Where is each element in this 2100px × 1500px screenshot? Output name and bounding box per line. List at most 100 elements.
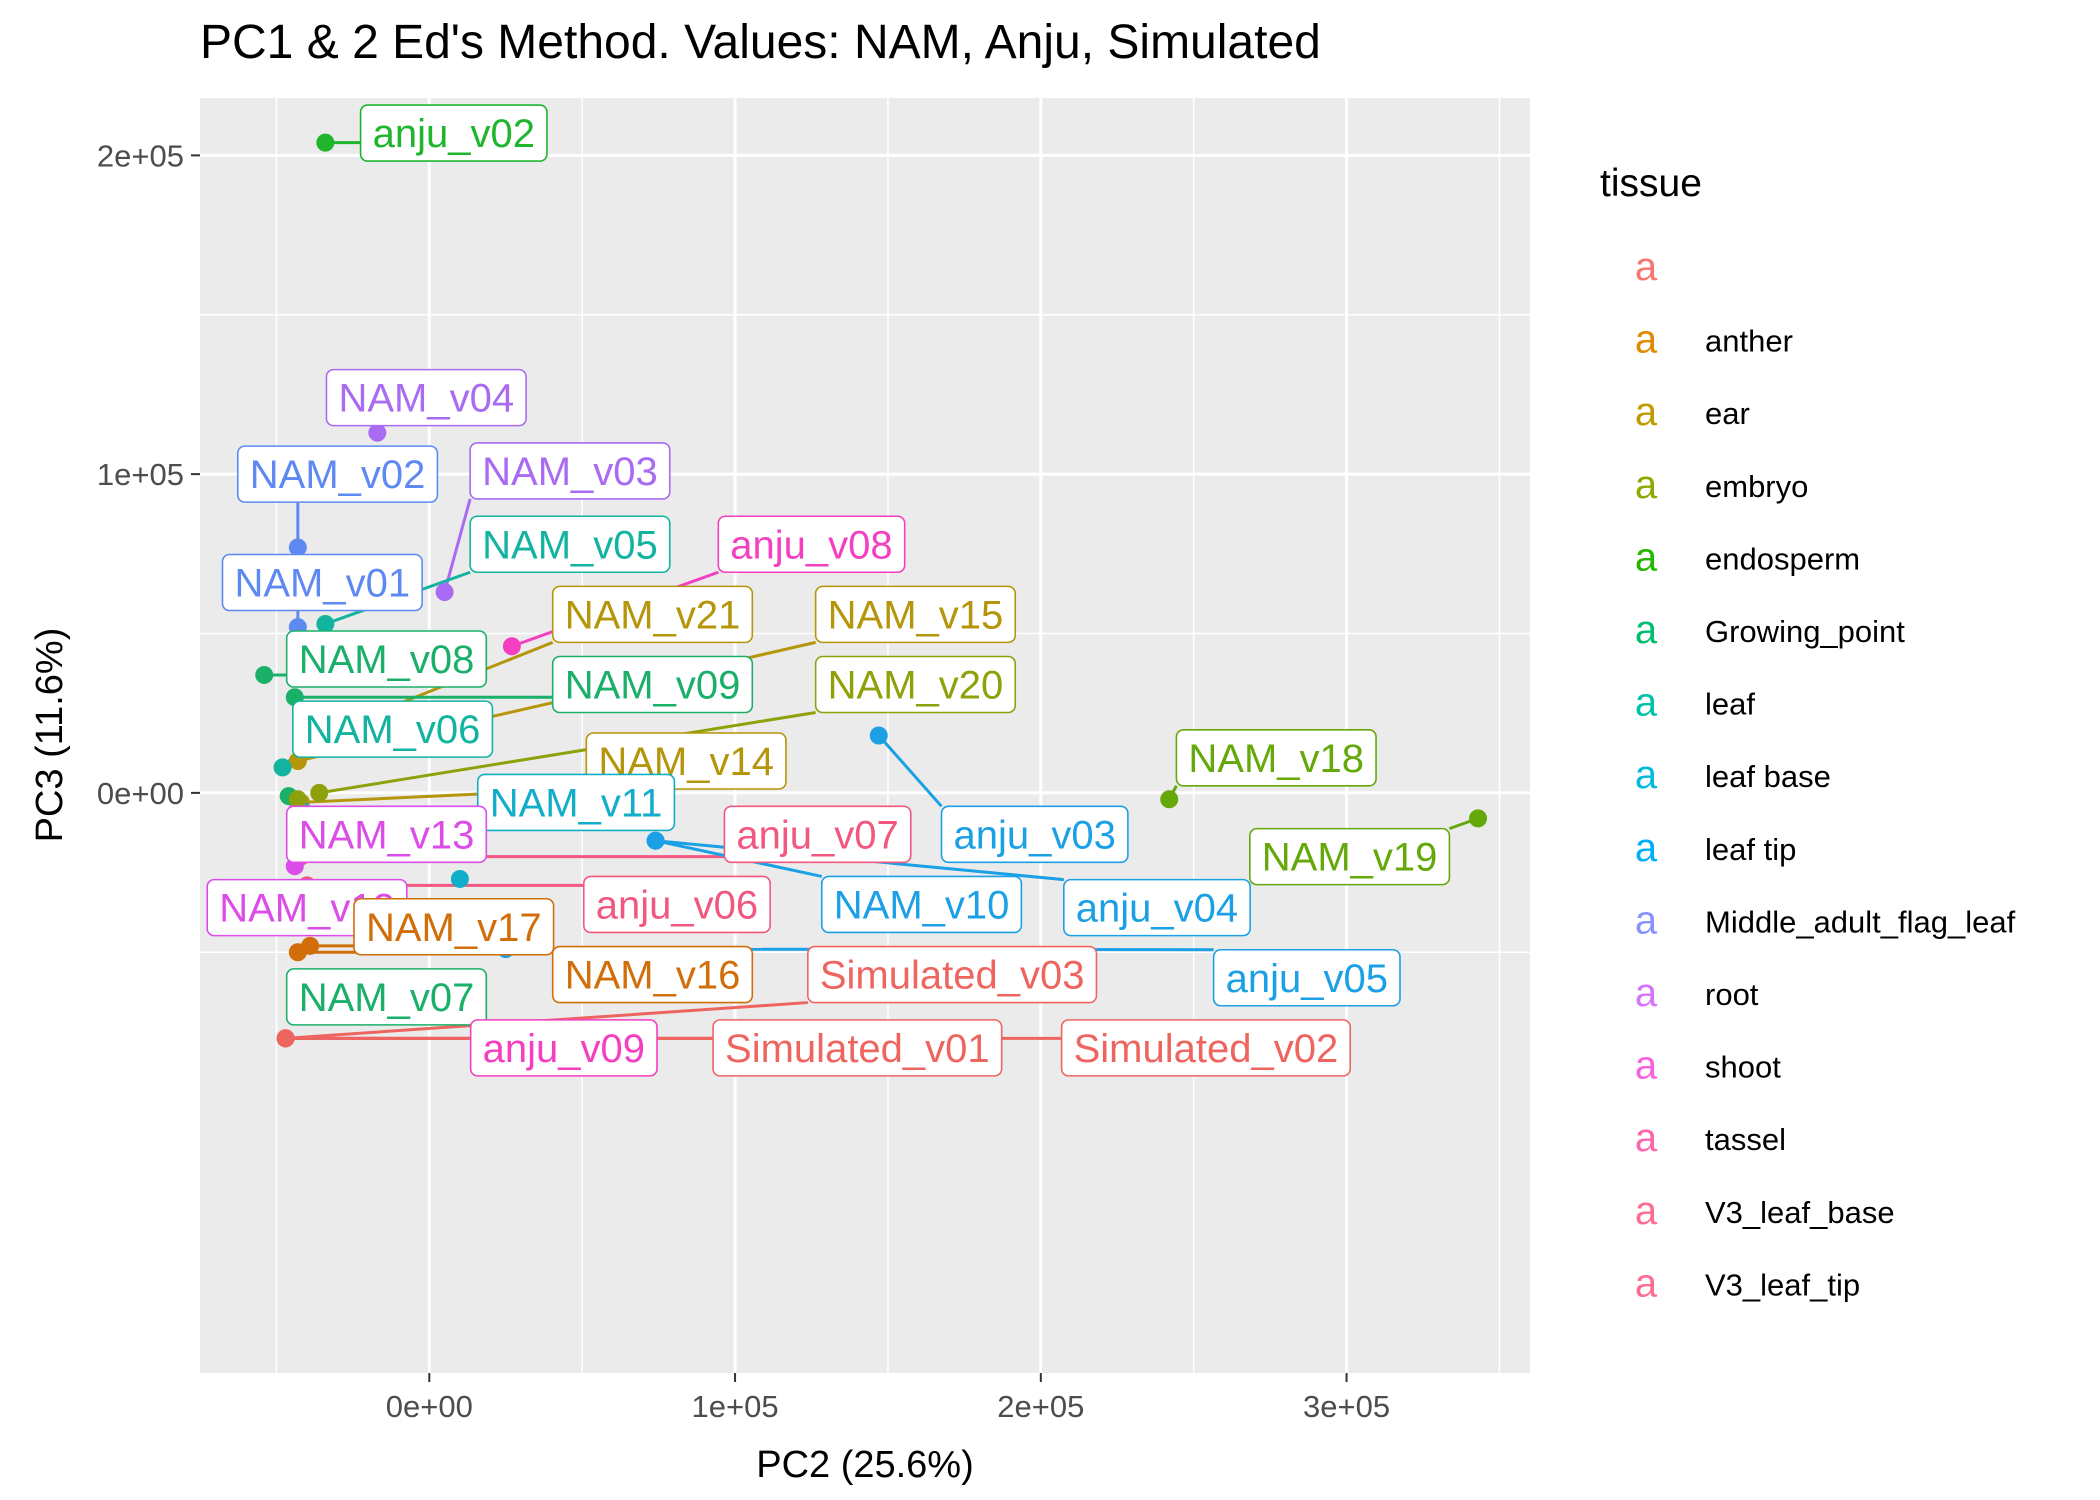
point-label-text: anju_v03 (954, 813, 1116, 857)
data-point (255, 665, 274, 684)
point-label-box (325, 368, 527, 427)
legend-label: endosperm (1705, 541, 1860, 576)
point-label: anju_v02 (359, 104, 548, 162)
legend-item: a Middle_adult_flag_leaf (1635, 898, 2016, 942)
point-label-box (1060, 1019, 1352, 1077)
legend-key: a (1635, 463, 1658, 507)
data-point (869, 726, 888, 745)
point-label-box (1212, 948, 1401, 1007)
legend-title: tissue (1600, 162, 1702, 205)
point-label: Simulated_v03 (807, 945, 1098, 1004)
legend-label: V3_leaf_base (1705, 1195, 1895, 1230)
point-label-box (285, 968, 488, 1026)
legend-item: a anther (1635, 318, 1793, 362)
point-label-text: NAM_v09 (565, 664, 741, 708)
point-label: NAM_v19 (1248, 827, 1451, 886)
point-label: NAM_v16 (551, 945, 754, 1004)
legend-item: a tassel (1635, 1116, 1786, 1160)
point-label-box (551, 655, 754, 714)
data-point (502, 637, 521, 656)
legend-key: a (1635, 318, 1658, 362)
legend-key: a (1635, 826, 1658, 870)
data-point (273, 758, 292, 777)
legend-item: a (1635, 245, 1658, 289)
point-label-box (712, 1019, 1003, 1077)
point-label-text: anju_v05 (1226, 957, 1388, 1001)
point-label-text: NAM_v18 (1188, 737, 1364, 781)
point-label: NAM_v03 (469, 442, 671, 500)
point-label-box (469, 442, 671, 500)
legend-label: shoot (1705, 1050, 1781, 1085)
point-label: Simulated_v01 (712, 1019, 1003, 1077)
legend-item: a Growing_point (1635, 608, 1905, 652)
point-label: NAM_v08 (285, 630, 488, 688)
legend-label: root (1705, 977, 1759, 1012)
point-label: anju_v08 (717, 515, 906, 574)
x-axis-title: PC2 (25.6%) (756, 1444, 974, 1486)
label-connector (877, 734, 943, 808)
data-point (316, 614, 335, 633)
point-label: NAM_v17 (353, 897, 555, 956)
point-label: NAM_v01 (221, 553, 423, 612)
point-label: anju_v09 (469, 1019, 658, 1077)
point-label: Simulated_v02 (1060, 1019, 1352, 1077)
legend-item: a root (1635, 971, 1759, 1015)
point-label-box (717, 515, 906, 574)
data-point (368, 423, 387, 442)
legend-label: leaf base (1705, 759, 1831, 794)
point-label-box (723, 805, 912, 864)
data-point (288, 943, 307, 962)
point-label-text: Simulated_v01 (725, 1027, 990, 1071)
point-label-text: anju_v06 (596, 883, 758, 927)
point-label: NAM_v09 (551, 655, 754, 714)
legend-item: a V3_leaf_tip (1635, 1261, 1860, 1305)
point-label-box (1248, 827, 1451, 886)
point-label: NAM_v02 (236, 445, 439, 503)
point-label-text: NAM_v17 (366, 906, 542, 950)
x-tick-label: 0e+00 (386, 1389, 473, 1424)
point-label-text: NAM_v10 (834, 883, 1010, 927)
point-label-text: NAM_v01 (234, 562, 410, 606)
legend-key: a (1635, 1116, 1658, 1160)
data-point (310, 783, 329, 802)
data-point (276, 1029, 295, 1048)
point-label-text: NAM_v20 (828, 664, 1004, 708)
legend-key: a (1635, 608, 1658, 652)
point-label-text: NAM_v16 (565, 954, 741, 998)
legend-item: a embryo (1635, 463, 1809, 507)
point-label-text: NAM_v13 (299, 813, 475, 857)
legend-item: a shoot (1635, 1044, 1781, 1088)
point-label-text: anju_v02 (373, 112, 535, 156)
point-label-box (551, 945, 754, 1004)
data-point (435, 583, 454, 602)
point-label: anju_v03 (940, 805, 1129, 864)
data-point (450, 869, 469, 888)
point-label-box (940, 805, 1129, 864)
point-label-box (285, 630, 488, 688)
point-label-text: anju_v07 (736, 813, 898, 857)
x-tick-label: 2e+05 (997, 1389, 1084, 1424)
point-label: NAM_v10 (820, 875, 1023, 934)
legend-key: a (1635, 1261, 1658, 1305)
point-label: NAM_v21 (551, 585, 754, 644)
legend-label: V3_leaf_tip (1705, 1267, 1860, 1302)
chart-title: PC1 & 2 Ed's Method. Values: NAM, Anju, … (200, 16, 1321, 69)
y-axis-title: PC3 (11.6%) (29, 628, 71, 843)
point-label-text: NAM_v21 (565, 593, 741, 637)
y-tick-label: 0e+00 (97, 776, 184, 811)
point-label: NAM_v15 (814, 585, 1017, 644)
point-label-text: NAM_v05 (482, 523, 658, 567)
y-tick-label: 2e+05 (97, 138, 184, 173)
point-label-text: Simulated_v02 (1074, 1027, 1339, 1071)
legend-item: a leaf base (1635, 753, 1831, 797)
x-tick-label: 1e+05 (692, 1389, 779, 1424)
legend-label: anther (1705, 324, 1793, 359)
data-point (646, 831, 665, 850)
legend-key: a (1635, 1044, 1658, 1088)
point-label: NAM_v04 (325, 368, 527, 427)
point-label-box (359, 104, 548, 162)
legend-item: a V3_leaf_base (1635, 1189, 1895, 1233)
